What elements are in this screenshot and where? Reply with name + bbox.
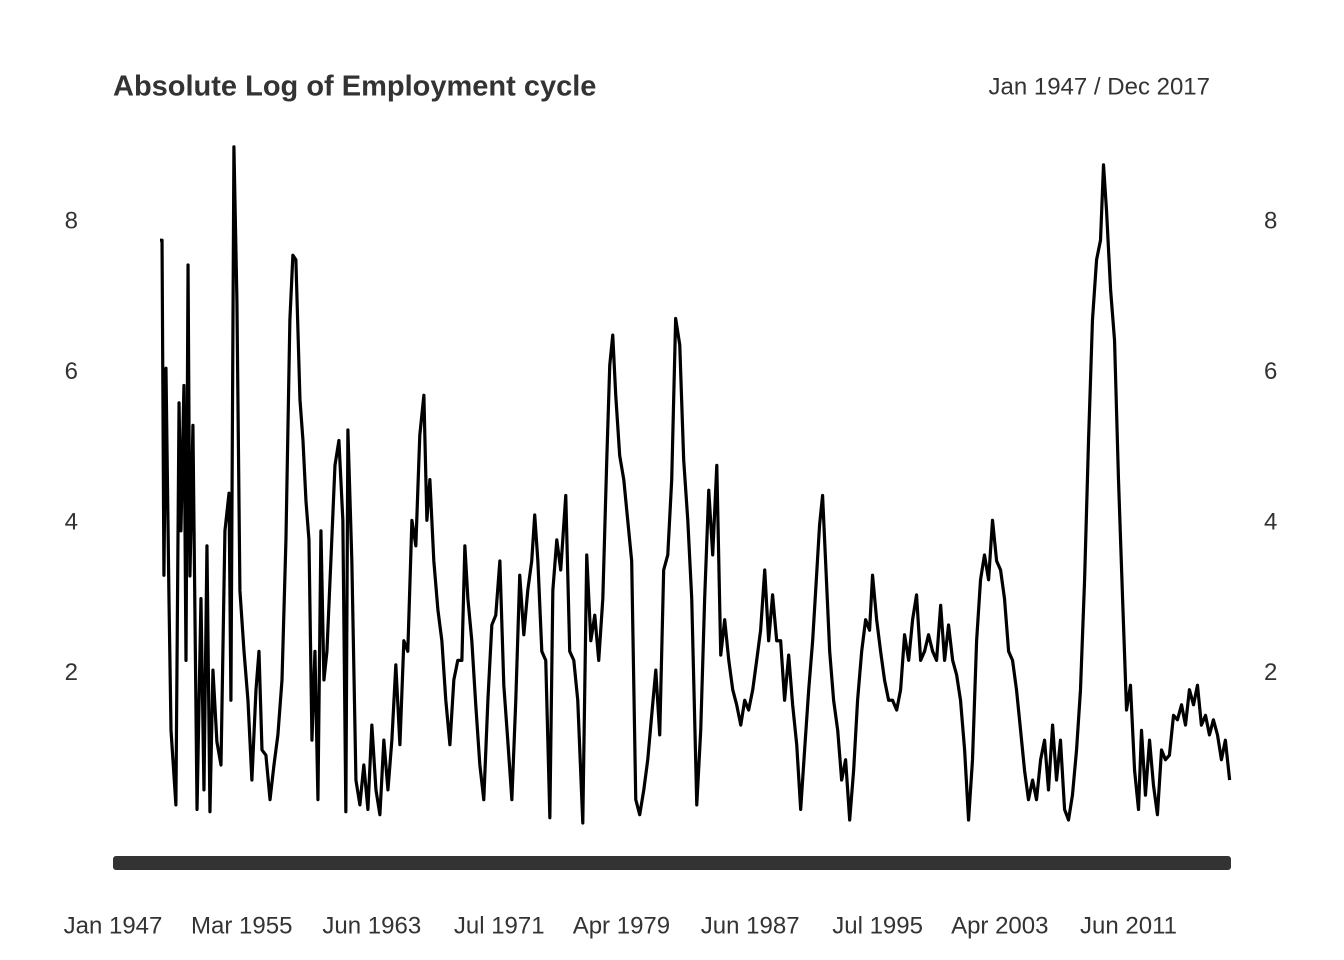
x-tick-label: Apr 2003 — [951, 912, 1048, 939]
y2-tick-label: 6 — [1264, 358, 1277, 385]
x-tick-label: Jun 1987 — [701, 912, 800, 939]
y2-tick-label: 4 — [1264, 509, 1277, 536]
x-tick-label: Jun 2011 — [1080, 912, 1177, 939]
x-tick-label: Jun 1963 — [322, 912, 421, 939]
x-axis — [113, 856, 1231, 870]
y2-tick-label: 2 — [1264, 659, 1277, 686]
chart-title: Absolute Log of Employment cycle — [113, 71, 596, 103]
chart-subtitle: Jan 1947 / Dec 2017 — [989, 73, 1211, 100]
y-tick-label: 6 — [65, 358, 78, 385]
data-line — [159, 145, 1232, 825]
x-tick-label: Jul 1971 — [454, 912, 545, 939]
y-tick-label: 8 — [65, 207, 78, 234]
y-tick-label: 4 — [65, 509, 78, 536]
y-tick-label: 2 — [65, 659, 78, 686]
x-tick-label: Jul 1995 — [832, 912, 923, 939]
y2-tick-label: 8 — [1264, 207, 1277, 234]
x-tick-label: Jan 1947 — [64, 912, 163, 939]
x-tick-label: Mar 1955 — [191, 912, 292, 939]
x-tick-label: Apr 1979 — [573, 912, 670, 939]
